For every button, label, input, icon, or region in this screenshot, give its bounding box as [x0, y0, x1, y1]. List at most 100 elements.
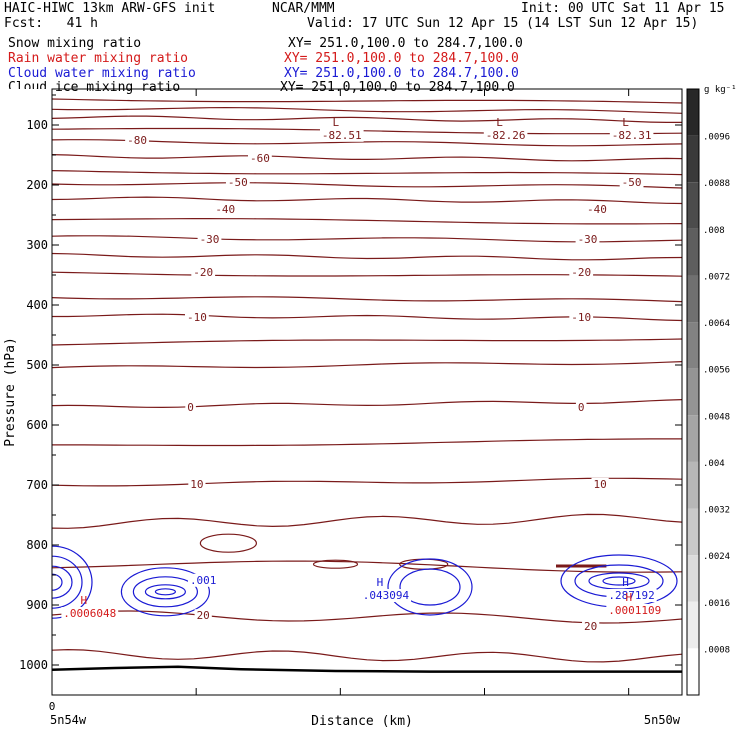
cloud-water-contour — [120, 567, 210, 617]
colorbar: .0096 .0088 .008 .0072 .0064 .0056 .0048 .004 .0… — [686, 88, 730, 696]
extremum-value: .043094 — [363, 589, 410, 602]
extremum-mark: L — [332, 116, 339, 129]
isotherm-closed-contour — [312, 559, 359, 569]
cloud-water-contour — [602, 576, 636, 586]
contour-labels: -80-60-50 -50-40 -40-30 -30-20 -20-10 -100 010… — [125, 134, 644, 633]
field-name-snow: Snow mixing ratio — [8, 36, 142, 51]
isotherm-line — [51, 218, 683, 225]
isotherm-label-bg — [585, 203, 609, 216]
cloud-water-contour — [154, 588, 176, 596]
extremum-mark: L — [496, 116, 503, 129]
isotherm-line — [51, 361, 683, 369]
extremum-value-bg — [61, 607, 119, 620]
isotherm-line — [51, 139, 683, 147]
isotherm-line — [51, 106, 683, 114]
y-tick-label: 700 — [26, 478, 48, 492]
colorbar-units: g kg⁻¹ — [704, 85, 737, 95]
extremum-value: .0006048 — [63, 607, 116, 620]
colorbar-tick-label: .0048 — [703, 412, 730, 422]
colorbar-swatch — [687, 228, 699, 276]
isotherm-label-bg — [197, 233, 222, 246]
field-name-rain: Rain water mixing ratio — [8, 51, 189, 66]
isotherm-line — [51, 296, 683, 303]
cloud-water-contour — [132, 576, 198, 608]
isotherm-line — [51, 182, 683, 189]
isotherm-label: -50 — [622, 176, 642, 189]
header-valid: Valid: 17 UTC Sun 12 Apr 15 (14 LST Sun … — [307, 16, 699, 31]
y-tick-label: 900 — [26, 598, 48, 612]
field-xy-rain: XY= 251.0,100.0 to 284.7,100.0 — [284, 51, 519, 66]
y-tick-label: 500 — [26, 358, 48, 372]
header-init: Init: 00 UTC Sat 11 Apr 15 — [521, 1, 725, 16]
colorbar-tick-label: .008 — [703, 226, 725, 236]
colorbar-swatch — [687, 415, 699, 462]
isotherm-closed-contour — [199, 533, 257, 553]
cloud-water-label-bg — [188, 573, 219, 587]
x-axis-right-label: 5n50w — [644, 713, 681, 727]
extremum-value: -82.31 — [612, 129, 652, 142]
extremum-value: -82.26 — [486, 129, 526, 142]
isotherm-label-bg — [591, 477, 609, 491]
cloud-water-contour — [399, 568, 461, 606]
y-tick-label: 300 — [26, 238, 48, 252]
isotherm-line — [51, 154, 683, 162]
y-tick-label: 600 — [26, 418, 48, 432]
cloud-water-label: .001 — [190, 574, 217, 587]
isotherm-label: -20 — [193, 266, 213, 279]
isotherm-label-bg — [569, 311, 594, 324]
isotherm-line — [51, 560, 683, 573]
colorbar-tick-label: .0088 — [703, 179, 730, 189]
colorbar-swatch — [687, 461, 699, 509]
y-axis-title: Pressure (hPa) — [3, 337, 18, 447]
isotherm-label: 0 — [187, 401, 194, 414]
extremum-value: .0001109 — [608, 604, 661, 617]
isotherm-label-bg — [248, 152, 272, 165]
header-org: NCAR/MMM — [272, 1, 335, 16]
y-tick-label: 1000 — [19, 658, 48, 672]
colorbar-tick-label: .0056 — [703, 366, 730, 376]
field-name-cloud-water: Cloud water mixing ratio — [8, 66, 196, 81]
isotherm-line — [51, 399, 683, 409]
x-axis-left-label: 5n54w — [50, 713, 87, 727]
colorbar-swatch — [687, 182, 699, 229]
isotherm-label-bg — [225, 176, 250, 189]
isotherm-label: -60 — [250, 152, 270, 165]
isotherm-line — [51, 513, 683, 529]
isotherm-label: 10 — [190, 478, 203, 491]
isotherm-label: -30 — [200, 233, 220, 246]
isotherm-label: -10 — [187, 311, 207, 324]
isotherm-line — [51, 98, 683, 104]
extrema-markers: L-82.51L-82.26L-82.31H.043094H.287192H.0… — [61, 116, 664, 620]
isotherm-label: -20 — [571, 266, 591, 279]
cloud-water-contour — [144, 584, 186, 600]
cloud-water-contour — [387, 558, 473, 616]
isotherm-label: -10 — [571, 311, 591, 324]
isotherm-label: 20 — [197, 609, 210, 622]
isotherm-label: 10 — [593, 478, 606, 491]
extremum-mark: H — [80, 594, 87, 607]
isotherm-label-bg — [575, 233, 600, 246]
isotherm-line — [51, 338, 683, 346]
extremum-mark: H — [625, 591, 632, 604]
colorbar-swatch — [687, 648, 699, 695]
extremum-value-bg — [609, 128, 654, 142]
isotherm-label-bg — [575, 401, 587, 414]
isotherm-label-bg — [569, 266, 594, 279]
field-xy-snow: XY= 251.0,100.0 to 284.7,100.0 — [288, 36, 523, 51]
isotherm-label-bg — [191, 266, 216, 279]
colorbar-swatch — [687, 368, 699, 416]
isotherm-label: 0 — [578, 401, 585, 414]
extremum-value-bg — [606, 589, 657, 602]
colorbar-swatch — [687, 275, 699, 323]
plot-border — [51, 88, 683, 696]
y-tick-label: 400 — [26, 298, 48, 312]
colorbar-swatch — [687, 135, 699, 183]
isotherm-line — [51, 196, 683, 205]
isotherm-label-bg — [188, 477, 206, 491]
colorbar-tick-label: .0008 — [703, 645, 730, 655]
field-xy-cloud-water: XY= 251.0,100.0 to 284.7,100.0 — [284, 66, 519, 81]
extremum-mark: L — [622, 116, 629, 129]
extremum-mark: H — [377, 576, 384, 589]
